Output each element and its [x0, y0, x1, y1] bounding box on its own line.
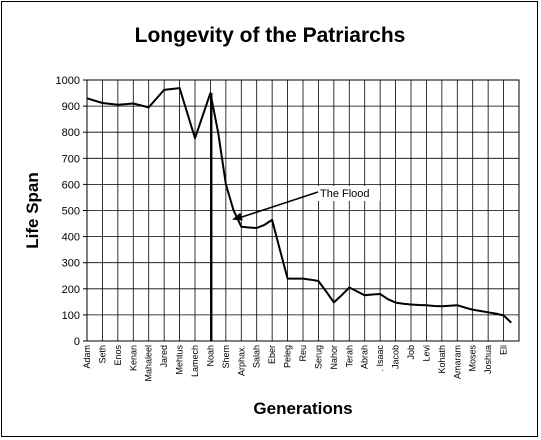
x-tick-label: Moses	[468, 345, 478, 372]
series-line-life-span	[86, 87, 512, 324]
y-axis-tick-labels: 0 100 200 300 400 500 600 700 800 900 1000	[56, 75, 87, 348]
horizontal-gridlines	[87, 105, 519, 316]
x-tick-label: Mahaleel	[144, 345, 154, 382]
x-axis-title: Generations	[253, 399, 352, 418]
x-tick-label: Jared	[159, 345, 169, 368]
y-tick-label: 400	[62, 232, 80, 244]
y-tick-label: 700	[62, 153, 80, 165]
flood-annotation-arrow	[239, 191, 319, 219]
flood-annotation: The Flood	[232, 186, 380, 221]
x-tick-label: Nahor	[329, 345, 339, 370]
x-tick-label: Reu	[298, 345, 308, 362]
flood-annotation-arrowhead	[232, 212, 243, 221]
x-tick-label: Salah	[252, 345, 262, 368]
y-tick-label: 1000	[56, 75, 80, 87]
x-tick-label: Job	[406, 345, 416, 360]
x-tick-label: Kenan	[128, 345, 138, 371]
x-tick-label: Serug	[313, 345, 323, 369]
x-tick-label: Noah	[205, 345, 215, 367]
x-tick-label: Arphax.	[236, 345, 246, 376]
x-tick-label: Enos	[113, 345, 123, 366]
x-tick-label: Mehtus	[175, 345, 185, 375]
x-tick-label: Eli	[499, 345, 509, 355]
y-tick-label: 100	[62, 310, 80, 322]
flood-annotation-label: The Flood	[320, 188, 370, 200]
x-tick-label: Lamech	[190, 345, 200, 377]
x-tick-label: Joshua	[483, 345, 493, 374]
y-tick-label: 500	[62, 206, 80, 218]
x-tick-label: Amaram	[452, 345, 462, 379]
x-tick-label: Terah	[344, 345, 354, 368]
x-tick-label: Seth	[97, 345, 107, 364]
x-tick-label: . Isaac	[375, 345, 385, 372]
x-tick-label: Adam	[82, 345, 92, 369]
y-axis-title: Life Span	[23, 172, 42, 249]
chart-title: Longevity of the Patriarchs	[135, 24, 406, 47]
x-tick-label: Eber	[267, 345, 277, 364]
y-tick-label: 600	[62, 179, 80, 191]
y-tick-label: 0	[74, 336, 80, 348]
flood-annotation-box	[316, 186, 380, 201]
x-tick-label: Levi	[421, 345, 431, 362]
x-tick-label: Kohath	[437, 345, 447, 374]
x-axis-tick-labels: Adam Seth Enos Kenan Mahaleel Jared Mehtus Lame…	[82, 345, 509, 382]
x-tick-label: Abrah	[360, 345, 370, 369]
x-tick-label: Peleg	[283, 345, 293, 368]
y-tick-label: 900	[62, 101, 80, 113]
x-tick-label: Shem	[221, 345, 231, 369]
x-tick-label: Jacob	[391, 345, 401, 369]
y-tick-label: 200	[62, 284, 80, 296]
y-tick-label: 800	[62, 127, 80, 139]
y-tick-label: 300	[62, 258, 80, 270]
